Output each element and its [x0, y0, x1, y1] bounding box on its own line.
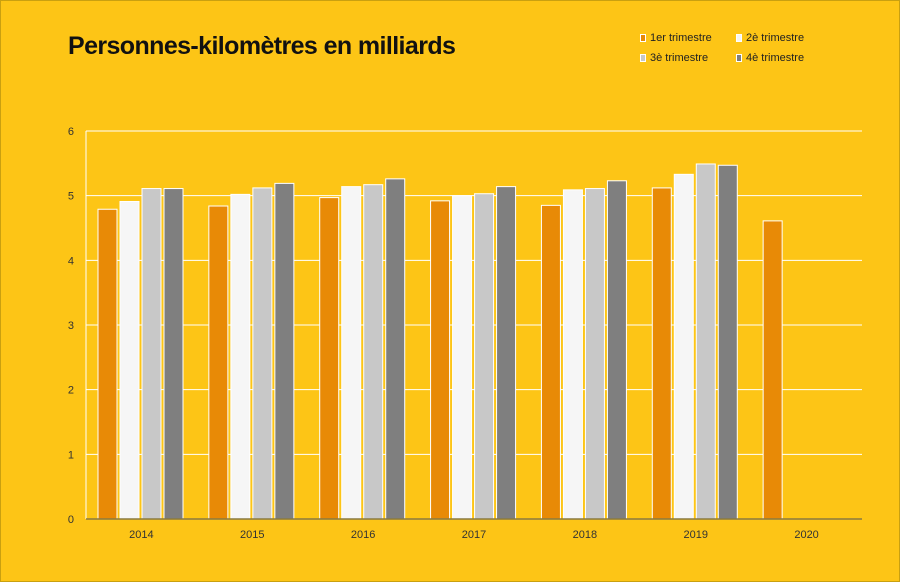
legend-label-q4: 4è trimestre — [746, 52, 805, 64]
bar-2017-q1 — [430, 200, 451, 520]
bar-2015-q1 — [208, 205, 229, 520]
bar-2015-q3 — [252, 187, 273, 520]
bar-2019-q3 — [695, 163, 716, 520]
bar-2019-q1 — [651, 187, 672, 520]
bar-2016-q2 — [341, 186, 362, 520]
bar-2014-q1 — [97, 208, 118, 520]
x-tick-label: 2014 — [129, 529, 153, 541]
bar-2019-q2 — [673, 173, 694, 520]
bar-2016-q3 — [363, 184, 384, 520]
y-tick-label: 1 — [68, 449, 74, 461]
y-tick-label: 6 — [68, 126, 74, 138]
bar-2017-q3 — [474, 193, 495, 520]
y-tick-label: 5 — [68, 191, 74, 203]
legend-item-q4: 4è trimestre — [736, 52, 856, 64]
legend-item-q1: 1er trimestre — [640, 32, 736, 44]
bar-2014-q3 — [141, 188, 162, 520]
x-tick-label: 2016 — [351, 529, 375, 541]
legend-swatch-q3 — [640, 54, 646, 62]
legend-item-q3: 3è trimestre — [640, 52, 736, 64]
bar-2018-q2 — [562, 189, 583, 520]
legend-swatch-q4 — [736, 54, 742, 62]
x-tick-label: 2018 — [573, 529, 597, 541]
y-tick-label: 4 — [68, 255, 74, 267]
x-tick-label: 2015 — [240, 529, 264, 541]
y-tick-label: 2 — [68, 385, 74, 397]
bar-2014-q4 — [163, 188, 184, 520]
legend-label-q2: 2è trimestre — [746, 32, 805, 44]
legend-label-q1: 1er trimestre — [650, 32, 712, 44]
y-tick-label: 3 — [68, 320, 74, 332]
bar-2015-q2 — [230, 193, 251, 520]
bar-2018-q1 — [540, 204, 561, 520]
bar-2019-q4 — [717, 164, 738, 520]
bar-2014-q2 — [119, 200, 140, 520]
bar-2017-q4 — [496, 186, 517, 520]
bar-2018-q4 — [606, 180, 627, 520]
y-tick-label: 0 — [68, 514, 74, 526]
legend-label-q3: 3è trimestre — [650, 52, 709, 64]
bar-2015-q4 — [274, 182, 295, 520]
legend-swatch-q2 — [736, 34, 742, 42]
bar-2017-q2 — [452, 195, 473, 520]
chart-title: Personnes-kilomètres en milliards — [68, 32, 456, 60]
x-tick-label: 2017 — [462, 529, 486, 541]
legend-item-q2: 2è trimestre — [736, 32, 856, 44]
bar-2020-q1 — [762, 220, 783, 520]
x-tick-label: 2020 — [794, 529, 818, 541]
x-tick-label: 2019 — [683, 529, 707, 541]
chart-legend: 1er trimestre 2è trimestre 3è trimestre … — [640, 32, 880, 64]
bar-2016-q1 — [319, 197, 340, 520]
bar-2016-q4 — [385, 178, 406, 520]
legend-swatch-q1 — [640, 34, 646, 42]
bar-2018-q3 — [584, 188, 605, 520]
